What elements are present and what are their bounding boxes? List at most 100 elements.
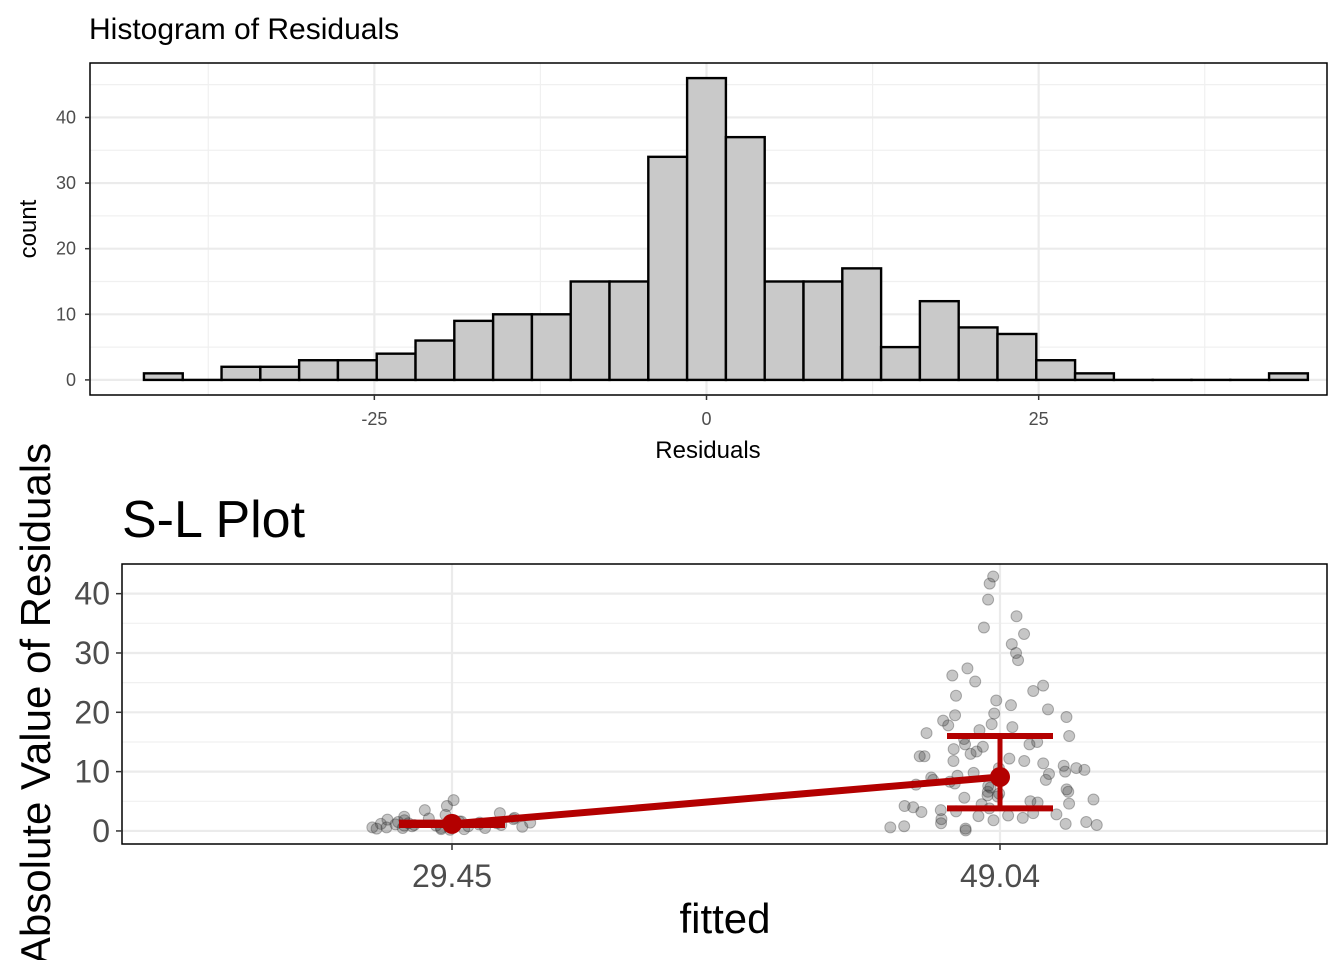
histogram-bar: [530, 313, 572, 382]
sl-plot-point: [981, 785, 994, 798]
sl-plot-point: [969, 675, 982, 688]
sl-plot-point: [1062, 785, 1075, 798]
histogram-y-tick-label: 30: [56, 173, 76, 193]
sl-plot-x-axis-label: fitted: [679, 895, 770, 942]
sl-plot-point: [1080, 816, 1093, 829]
sl-plot-point: [1050, 808, 1063, 821]
sl-plot-point: [381, 813, 394, 826]
sl-plot-point: [1087, 793, 1100, 806]
histogram-bar: [1073, 372, 1116, 382]
histogram-bar: [414, 339, 456, 382]
sl-plot-point: [374, 817, 387, 830]
sl-plot-point: [959, 824, 972, 837]
histogram-bar: [1035, 359, 1077, 382]
sl-plot-y-tick-label: 0: [92, 813, 110, 849]
sl-plot-point: [918, 750, 931, 763]
sl-plot-y-tick-label: 10: [74, 754, 110, 790]
histogram-bar: [142, 372, 184, 382]
histogram-x-tick-label: 0: [701, 409, 711, 429]
histogram-bar: [763, 280, 805, 382]
sl-plot-point: [1010, 646, 1023, 659]
sl-plot-point: [1059, 765, 1072, 778]
sl-plot-point: [947, 754, 960, 767]
sl-plot-point: [1060, 783, 1073, 796]
sl-plot-point: [959, 738, 972, 751]
sl-plot-point: [1078, 763, 1091, 776]
histogram-bar: [375, 352, 417, 382]
sl-plot-point: [976, 740, 989, 753]
sl-plot-point: [1005, 638, 1018, 651]
histogram-bar: [491, 313, 534, 382]
histogram-x-ticks: -25 0 25: [361, 395, 1049, 429]
sl-plot-point: [913, 750, 926, 763]
sl-plot-point: [1057, 759, 1070, 772]
sl-plot-x-ticks: 29.45 49.04: [412, 844, 1040, 894]
sl-plot-point: [447, 794, 460, 807]
sl-plot-point: [982, 593, 995, 606]
sl-plot-point: [990, 694, 1003, 707]
histogram-bar: [802, 280, 844, 382]
sl-plot-summary: [399, 733, 1053, 834]
sl-plot-y-tick-label: 20: [74, 694, 110, 730]
sl-plot-point: [1003, 752, 1016, 765]
sl-plot-point: [983, 577, 996, 590]
sl-plot-point: [1037, 679, 1050, 692]
sl-plot-point: [1060, 711, 1073, 724]
sl-plot-x-tick-label: 29.45: [412, 858, 492, 894]
sl-plot-x-tick-label: 49.04: [960, 858, 1040, 894]
histogram-y-tick-label: 0: [66, 370, 76, 390]
sl-plot-point: [935, 817, 948, 830]
histogram-x-tick-label: -25: [361, 409, 387, 429]
sl-plot-panel: S-L Plot 0 10 20 30 40 29.45 49.04 fitted Abs…: [12, 443, 1328, 960]
sl-plot-point: [418, 804, 431, 817]
histogram-bar: [259, 365, 301, 382]
histogram-plot-border: [89, 62, 1328, 396]
sl-plot-point: [1027, 684, 1040, 697]
sl-plot-point: [959, 822, 972, 835]
histogram-bar: [569, 280, 611, 382]
sl-plot-grid: [122, 564, 1327, 844]
sl-plot-point: [942, 719, 955, 732]
sl-plot-point: [987, 570, 1000, 583]
sl-plot-point: [984, 781, 997, 794]
sl-plot-point: [937, 714, 950, 727]
sl-plot-point: [1042, 768, 1055, 780]
histogram-x-axis-label: Residuals: [655, 437, 760, 464]
sl-plot-point: [1006, 721, 1019, 734]
histogram-title: Histogram of Residuals: [89, 13, 399, 46]
sl-plot-y-axis-label: Absolute Value of Residuals: [12, 443, 59, 960]
sl-plot-mean-point: [442, 813, 462, 834]
histogram-bar: [1267, 372, 1310, 382]
sl-plot-point: [915, 805, 928, 818]
sl-plot-point: [920, 727, 933, 740]
sl-plot-point: [1059, 817, 1072, 830]
histogram-y-ticks: 0 10 20 30 40: [56, 107, 90, 390]
sl-plot-mean-line: [451, 773, 1001, 828]
histogram-bar: [608, 280, 650, 382]
sl-plot-point: [1010, 610, 1023, 623]
sl-plot-point: [1039, 773, 1052, 786]
histogram-bar: [879, 345, 922, 382]
sl-plot-point: [1063, 730, 1076, 743]
sl-plot-y-ticks: 0 10 20 30 40: [74, 576, 122, 849]
histogram-bar: [996, 332, 1038, 382]
sl-plot-points: [366, 570, 1103, 837]
sl-plot-point: [988, 707, 1001, 720]
sl-plot-point: [977, 621, 990, 634]
sl-plot-point: [987, 814, 1000, 827]
histogram-bar: [918, 299, 960, 382]
sl-plot-point: [370, 822, 383, 835]
sl-plot-point: [970, 745, 983, 758]
sl-plot-y-tick-label: 40: [74, 576, 110, 612]
histogram-bar: [220, 365, 262, 382]
sl-plot-point: [947, 743, 960, 756]
sl-plot-point: [884, 821, 897, 834]
sl-plot-point: [1018, 628, 1031, 640]
sl-plot-point: [1042, 703, 1055, 716]
histogram-bar: [724, 135, 766, 382]
histogram-y-tick-label: 10: [56, 304, 76, 324]
histogram-bar: [336, 359, 378, 382]
sl-plot-point: [935, 813, 948, 826]
